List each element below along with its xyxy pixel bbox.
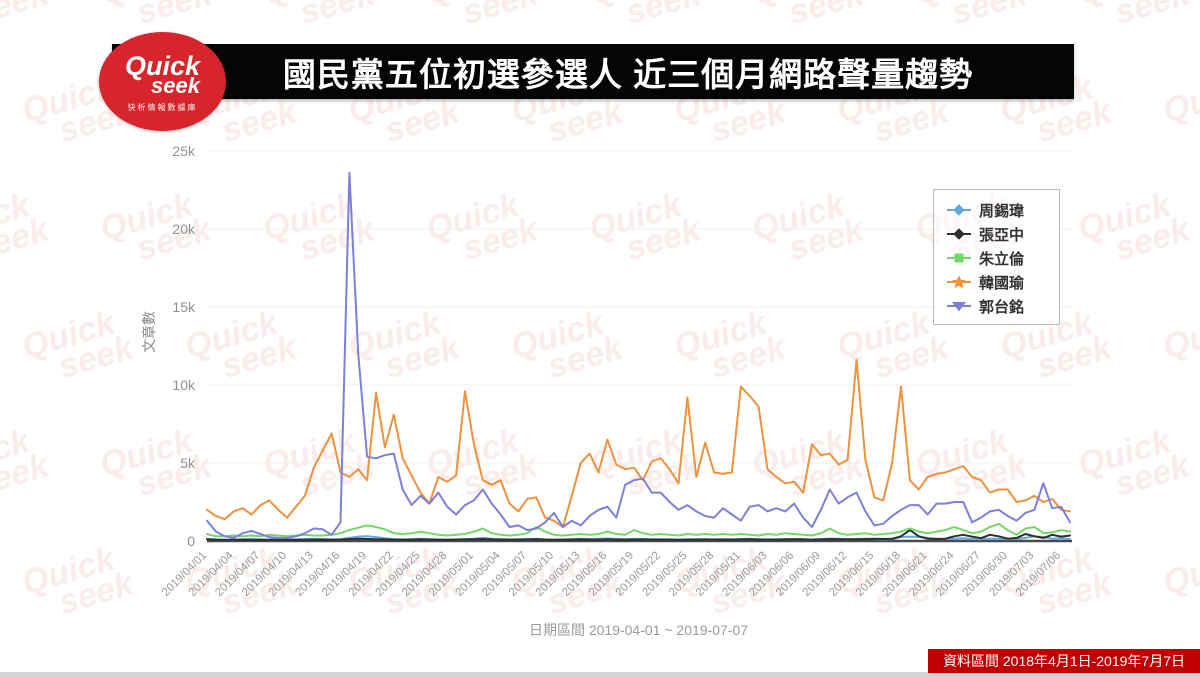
page-title: 國民黨五位初選參選人 近三個月網路聲量趨勢 (282, 55, 974, 93)
logo-wordmark: Quick seek (99, 32, 226, 99)
y-tick-label: 15k (172, 299, 196, 315)
series-line-2 (206, 522, 1071, 538)
diamond-marker-icon (947, 228, 971, 240)
legend-label: 朱立倫 (979, 250, 1025, 268)
logo-text-quick: Quick (124, 51, 201, 81)
legend-label: 周錫瑋 (979, 202, 1025, 220)
diamond-marker-icon (947, 204, 971, 216)
legend-item-3[interactable]: 韓國瑜 (946, 270, 1049, 294)
y-tick-label: 10k (172, 377, 196, 393)
title-bar: 國民黨五位初選參選人 近三個月網路聲量趨勢 (112, 44, 1074, 99)
star-marker-icon (947, 276, 971, 288)
legend-item-2[interactable]: 朱立倫 (946, 246, 1049, 270)
bottom-strip (0, 672, 1200, 677)
footer-bar: 資料區間 2018年4月1日-2019年7月7日 (928, 649, 1200, 673)
triangle-down-marker-icon (947, 302, 971, 312)
y-tick-label: 5k (180, 455, 196, 471)
quickseek-logo: Quick seek 快析情報數據庫 (99, 32, 226, 131)
legend-label: 郭台銘 (979, 298, 1025, 316)
y-axis-title: 文章數 (141, 311, 157, 353)
footer-text: 資料區間 2018年4月1日-2019年7月7日 (943, 653, 1185, 669)
legend-item-1[interactable]: 張亞中 (946, 222, 1049, 246)
series-line-3 (206, 359, 1071, 528)
y-tick-label: 20k (172, 221, 196, 237)
y-tick-label: 25k (172, 143, 196, 159)
date-range-caption: 日期區間 2019-04-01 ~ 2019-07-07 (528, 622, 749, 638)
legend-label: 韓國瑜 (979, 274, 1025, 292)
square-marker-icon (947, 253, 971, 263)
legend-item-0[interactable]: 周錫瑋 (946, 198, 1049, 222)
series-line-1 (206, 529, 1071, 541)
logo-subtitle: 快析情報數據庫 (127, 103, 198, 113)
series-line-4 (206, 171, 1071, 539)
legend-label: 張亞中 (979, 226, 1025, 244)
y-tick-label: 0 (187, 533, 195, 549)
logo-text-seek: seek (151, 73, 200, 99)
legend-item-4[interactable]: 郭台銘 (946, 294, 1049, 318)
chart-legend: 周錫瑋張亞中朱立倫韓國瑜郭台銘 (933, 189, 1060, 325)
